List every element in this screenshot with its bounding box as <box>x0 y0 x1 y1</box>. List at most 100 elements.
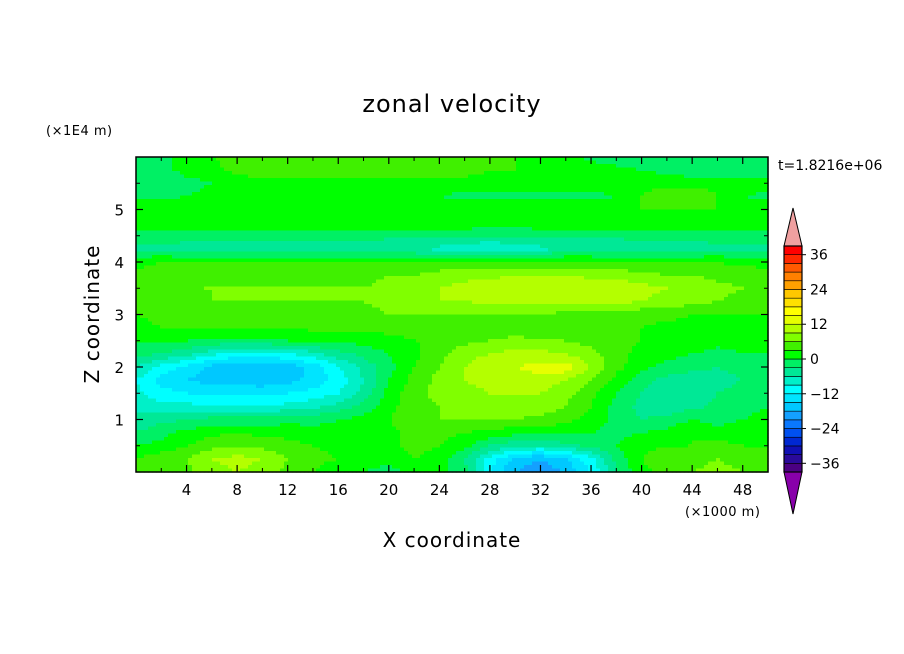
field-cell <box>500 220 505 225</box>
field-cell <box>636 167 641 172</box>
field-cell <box>476 248 481 253</box>
field-cell <box>640 209 645 214</box>
field-cell <box>284 216 289 221</box>
field-cell <box>488 171 493 176</box>
field-cell <box>756 206 761 211</box>
field-cell <box>160 192 165 197</box>
field-cell <box>688 192 693 197</box>
field-cell <box>364 258 369 263</box>
field-cell <box>404 195 409 200</box>
field-cell <box>640 220 645 225</box>
field-cell <box>396 251 401 256</box>
field-cell <box>656 251 661 256</box>
field-cell <box>444 206 449 211</box>
field-cell <box>640 223 645 228</box>
field-cell <box>476 255 481 260</box>
field-cell <box>612 227 617 232</box>
field-cell <box>632 167 637 172</box>
field-cell <box>608 206 613 211</box>
field-cell <box>296 262 301 267</box>
field-cell <box>732 251 737 256</box>
field-cell <box>404 230 409 235</box>
field-cell <box>188 181 193 186</box>
field-cell <box>308 206 313 211</box>
field-cell <box>448 164 453 169</box>
field-cell <box>536 251 541 256</box>
field-cell <box>380 199 385 204</box>
field-cell <box>752 164 757 169</box>
field-cell <box>260 244 265 249</box>
field-cell <box>188 244 193 249</box>
field-cell <box>388 174 393 179</box>
field-cell <box>352 244 357 249</box>
field-cell <box>440 167 445 172</box>
field-cell <box>620 185 625 190</box>
field-cell <box>204 195 209 200</box>
field-cell <box>704 223 709 228</box>
field-cell <box>604 209 609 214</box>
field-cell <box>716 195 721 200</box>
field-cell <box>160 178 165 183</box>
field-cell <box>652 248 657 253</box>
field-cell <box>692 199 697 204</box>
field-cell <box>228 188 233 193</box>
field-cell <box>668 223 673 228</box>
field-cell <box>172 202 177 207</box>
field-cell <box>368 174 373 179</box>
field-cell <box>304 188 309 193</box>
field-cell <box>424 192 429 197</box>
field-cell <box>352 255 357 260</box>
field-cell <box>436 167 441 172</box>
field-cell <box>144 220 149 225</box>
field-cell <box>528 216 533 221</box>
field-cell <box>272 164 277 169</box>
field-cell <box>268 220 273 225</box>
field-cell <box>460 178 465 183</box>
field-cell <box>352 206 357 211</box>
field-cell <box>268 248 273 253</box>
field-cell <box>612 185 617 190</box>
field-cell <box>752 248 757 253</box>
field-cell <box>364 230 369 235</box>
field-cell <box>760 220 765 225</box>
field-cell <box>452 258 457 263</box>
field-cell <box>528 213 533 218</box>
field-cell <box>452 265 457 270</box>
field-cell <box>296 167 301 172</box>
field-cell <box>396 220 401 225</box>
field-cell <box>592 251 597 256</box>
field-cell <box>624 178 629 183</box>
field-cell <box>456 241 461 246</box>
field-cell <box>564 199 569 204</box>
field-cell <box>452 185 457 190</box>
field-cell <box>572 192 577 197</box>
field-cell <box>344 251 349 256</box>
field-cell <box>204 255 209 260</box>
field-cell <box>416 244 421 249</box>
field-cell <box>576 164 581 169</box>
field-cell <box>620 192 625 197</box>
field-cell <box>520 181 525 186</box>
field-cell <box>308 230 313 235</box>
field-cell <box>420 192 425 197</box>
field-cell <box>536 199 541 204</box>
field-cell <box>480 157 485 162</box>
field-cell <box>552 209 557 214</box>
field-cell <box>652 178 657 183</box>
field-cell <box>272 230 277 235</box>
field-cell <box>428 171 433 176</box>
field-cell <box>728 209 733 214</box>
field-cell <box>432 202 437 207</box>
field-cell <box>732 181 737 186</box>
field-cell <box>476 223 481 228</box>
field-cell <box>600 258 605 263</box>
field-cell <box>712 223 717 228</box>
field-cell <box>444 164 449 169</box>
field-cell <box>284 178 289 183</box>
field-cell <box>508 237 513 242</box>
field-cell <box>264 255 269 260</box>
field-cell <box>556 251 561 256</box>
field-cell <box>732 192 737 197</box>
field-cell <box>472 199 477 204</box>
field-cell <box>224 202 229 207</box>
